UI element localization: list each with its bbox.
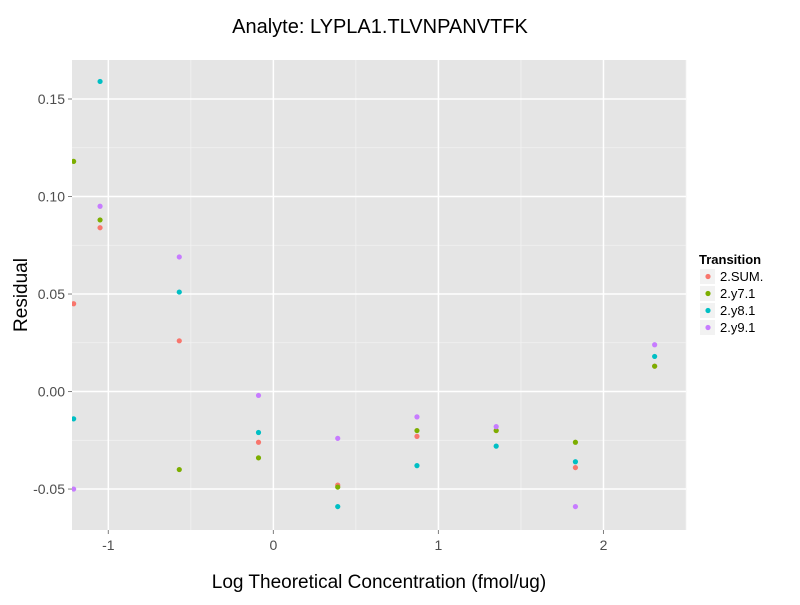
data-point-2-y7-1 (176, 466, 182, 473)
data-point-2-y7-1 (493, 427, 499, 434)
data-point-2-y7-1 (414, 427, 420, 434)
data-point-2-y9-1 (493, 424, 499, 430)
data-point-2-y7-1 (72, 158, 77, 165)
data-point-2-y9-1 (652, 342, 658, 348)
x-tick-label: 2 (600, 537, 608, 553)
x-axis-ticks: -1 0 1 2 (102, 530, 608, 553)
data-point-2-y7-1 (97, 217, 103, 223)
legend-items: 2.SUM. 2.y7.1 2.y8.1 2.y9.1 (700, 269, 763, 335)
x-tick-label: 1 (435, 537, 443, 553)
legend-label: 2.y8.1 (720, 303, 755, 318)
data-point-2-y9-1 (414, 414, 420, 420)
legend-label: 2.y7.1 (720, 286, 755, 301)
y-axis-label: Residual (11, 258, 32, 332)
y-tick-label: 0.00 (38, 384, 65, 400)
data-point-2-y9-1 (255, 392, 262, 399)
data-point-2-sum- (97, 225, 103, 231)
data-point-2-y8-1 (572, 459, 579, 465)
data-point-2-sum- (255, 439, 262, 445)
y-tick-label: 0.05 (38, 286, 65, 302)
data-point-2-y7-1 (572, 439, 579, 445)
data-point-2-y9-1 (335, 435, 341, 441)
x-tick-label: 0 (269, 537, 277, 553)
data-point-2-y7-1 (652, 363, 658, 369)
y-axis-ticks: -0.05 0.00 0.05 0.10 0.15 (33, 91, 72, 497)
data-point-2-y9-1 (97, 203, 103, 209)
legend-label: 2.y9.1 (720, 320, 755, 335)
legend-marker (705, 307, 711, 314)
y-tick-label: 0.10 (38, 189, 65, 205)
data-point-2-y8-1 (414, 463, 420, 469)
data-point-2-y7-1 (335, 484, 341, 490)
data-point-2-y8-1 (255, 429, 262, 436)
legend-marker (705, 324, 711, 331)
legend-title: Transition (699, 252, 761, 267)
y-tick-label: 0.15 (38, 91, 65, 107)
data-point-2-sum- (414, 433, 420, 439)
legend-marker (705, 290, 711, 297)
data-point-2-y7-1 (255, 455, 262, 461)
plot-panel (72, 60, 686, 530)
data-point-2-y8-1 (176, 289, 182, 295)
data-point-2-y8-1 (652, 353, 658, 360)
data-point-2-y8-1 (335, 503, 341, 510)
data-point-2-y8-1 (493, 443, 499, 449)
data-point-2-y8-1 (72, 416, 77, 422)
data-points (72, 78, 658, 510)
chart-title: Analyte: LYPLA1.TLVNPANVTFK (232, 16, 528, 38)
x-tick-label: -1 (102, 537, 115, 553)
data-point-2-y9-1 (572, 503, 579, 510)
legend: Transition 2.SUM. 2.y7.1 2.y8.1 2.y9.1 (699, 252, 763, 335)
legend-marker (705, 273, 711, 280)
y-tick-label: -0.05 (33, 481, 65, 497)
data-point-2-y9-1 (176, 254, 182, 260)
data-point-2-y8-1 (97, 78, 103, 85)
x-axis-label: Log Theoretical Concentration (fmol/ug) (212, 572, 546, 593)
major-gridlines (72, 60, 686, 530)
minor-gridlines (72, 60, 687, 530)
data-point-2-sum- (72, 301, 77, 307)
data-point-2-sum- (176, 338, 182, 344)
legend-label: 2.SUM. (720, 269, 763, 284)
data-point-2-sum- (572, 464, 579, 471)
data-point-2-y9-1 (72, 486, 77, 492)
